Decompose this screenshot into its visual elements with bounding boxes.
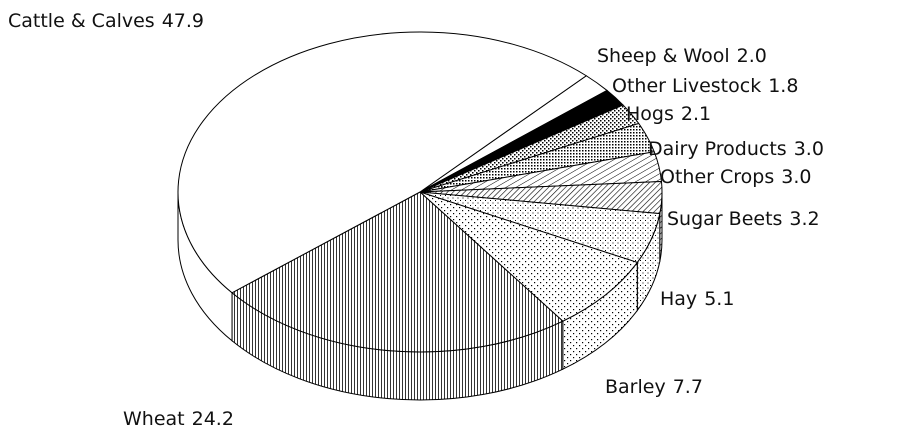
category-label: Cattle & Calves	[8, 10, 155, 32]
slice-label: Other Crops 3.0	[660, 166, 811, 188]
value-label: 7.7	[673, 376, 703, 398]
value-label: 2.1	[681, 103, 711, 125]
value-label: 5.1	[704, 288, 734, 310]
value-label: 1.8	[768, 75, 798, 97]
value-label: 3.0	[781, 166, 811, 188]
value-label: 2.0	[737, 45, 767, 67]
category-label: Dairy Products	[648, 138, 787, 160]
value-label: 3.0	[794, 138, 824, 160]
slice	[231, 191, 564, 353]
category-label: Sugar Beets	[667, 208, 782, 230]
slice	[177, 31, 588, 294]
value-label: 3.2	[789, 208, 819, 230]
category-label: Other Crops	[660, 166, 774, 188]
pie-sides	[177, 191, 663, 401]
category-label: Barley	[605, 376, 666, 398]
slice	[419, 191, 639, 322]
slice-label: Sugar Beets 3.2	[667, 208, 820, 230]
slice-label: Dairy Products 3.0	[648, 138, 824, 160]
slice-label: Hay 5.1	[660, 288, 734, 310]
category-label: Other Livestock	[612, 75, 761, 97]
slice-label: Wheat 24.2	[123, 408, 234, 430]
slice-label: Cattle & Calves 47.9	[8, 10, 204, 32]
slice-label: Sheep & Wool 2.0	[597, 45, 767, 67]
value-label: 24.2	[192, 408, 234, 430]
category-label: Hogs	[626, 103, 674, 125]
value-label: 47.9	[162, 10, 204, 32]
labels: Cattle & Calves 47.9 Sheep & Wool 2.0 Other …	[8, 10, 824, 430]
category-label: Hay	[660, 288, 697, 310]
slice-label: Barley 7.7	[605, 376, 703, 398]
pie-tops	[177, 31, 663, 353]
slice-label: Hogs 2.1	[626, 103, 711, 125]
slice-label: Other Livestock 1.8	[612, 75, 798, 97]
category-label: Wheat	[123, 408, 185, 430]
category-label: Sheep & Wool	[597, 45, 730, 67]
